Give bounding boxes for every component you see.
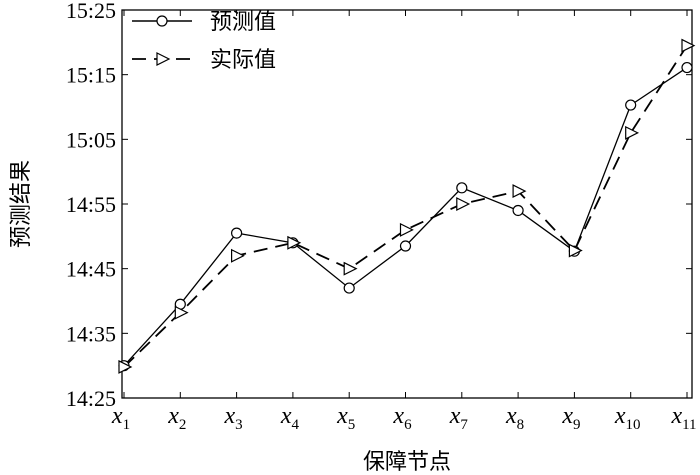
data-point-actual <box>456 197 471 211</box>
data-point-actual <box>343 261 358 276</box>
x-tick-subscript: 8 <box>517 417 525 433</box>
y-tick-label: 14:25 <box>66 386 116 411</box>
y-tick-label: 14:55 <box>66 192 116 217</box>
data-point-predicted <box>681 61 693 74</box>
x-tick-subscript: 9 <box>573 417 581 433</box>
data-point-actual <box>399 222 414 237</box>
data-point-actual <box>568 243 583 258</box>
x-tick-variable: x <box>111 403 123 429</box>
legend: 预测值 实际值 <box>132 10 276 73</box>
x-tick-label: x4 <box>280 403 300 433</box>
series-line-predicted <box>123 67 688 367</box>
x-tick-variable: x <box>336 403 348 429</box>
legend-label-predicted: 预测值 <box>210 10 276 35</box>
x-tick-variable: x <box>280 403 292 429</box>
data-point-actual <box>118 359 133 374</box>
data-point-actual <box>231 248 245 263</box>
y-tick-label: 15:15 <box>66 63 116 88</box>
x-tick-label: x7 <box>449 403 469 433</box>
y-tick-label: 14:45 <box>66 257 116 282</box>
series-group <box>118 38 696 374</box>
y-tick-label: 14:35 <box>66 321 116 346</box>
y-tick-label: 15:25 <box>66 0 116 23</box>
y-tick-label: 15:05 <box>66 127 116 152</box>
x-tick-label: x2 <box>167 403 186 433</box>
legend-marker-actual <box>156 52 171 66</box>
y-axis-title: 预测结果 <box>9 160 34 248</box>
data-point-predicted <box>343 282 355 294</box>
data-point-actual <box>681 38 696 53</box>
plot-frame <box>121 9 693 399</box>
x-tick-label: x1 <box>111 403 130 433</box>
data-point-actual <box>287 235 302 250</box>
y-axis-ticks: 14:25 14:35 14:45 14:55 15:05 15:15 15:25 <box>66 0 692 411</box>
x-tick-variable: x <box>670 403 682 429</box>
x-tick-label: x9 <box>561 403 580 433</box>
x-tick-subscript: 11 <box>682 417 696 433</box>
x-tick-variable: x <box>561 403 573 429</box>
x-tick-label: x3 <box>224 403 243 433</box>
x-tick-variable: x <box>392 403 404 429</box>
x-axis-ticks: x1 x2 x3 x4 x5 x6 x7 x8 x9 x10 x11 <box>111 10 697 433</box>
x-tick-subscript: 2 <box>179 417 187 433</box>
x-tick-label: x5 <box>336 403 355 433</box>
series-line-actual <box>123 45 688 368</box>
data-point-predicted <box>399 240 412 252</box>
data-point-actual <box>512 184 527 199</box>
legend-marker-predicted <box>156 15 168 27</box>
x-tick-label: x6 <box>392 403 412 433</box>
x-tick-subscript: 6 <box>404 417 412 433</box>
x-tick-subscript: 5 <box>348 417 356 433</box>
x-tick-variable: x <box>614 403 626 429</box>
data-point-predicted <box>231 227 243 239</box>
data-point-actual <box>625 125 640 140</box>
x-tick-label: x8 <box>505 403 524 433</box>
legend-label-actual: 实际值 <box>210 48 276 73</box>
x-tick-subscript: 4 <box>291 417 299 433</box>
x-tick-label: x10 <box>614 403 641 433</box>
x-axis-title: 保障节点 <box>363 450 451 475</box>
x-tick-variable: x <box>224 403 236 429</box>
x-tick-variable: x <box>449 403 461 429</box>
x-tick-subscript: 3 <box>235 417 243 433</box>
x-tick-variable: x <box>505 403 517 429</box>
data-point-predicted <box>456 182 468 194</box>
data-point-actual <box>174 305 189 320</box>
x-tick-subscript: 10 <box>626 417 641 433</box>
data-point-predicted <box>625 99 637 111</box>
x-tick-subscript: 7 <box>460 417 468 433</box>
data-point-predicted <box>512 204 524 217</box>
x-tick-subscript: 1 <box>123 417 131 433</box>
x-tick-variable: x <box>167 403 179 429</box>
x-tick-label: x11 <box>670 403 696 433</box>
